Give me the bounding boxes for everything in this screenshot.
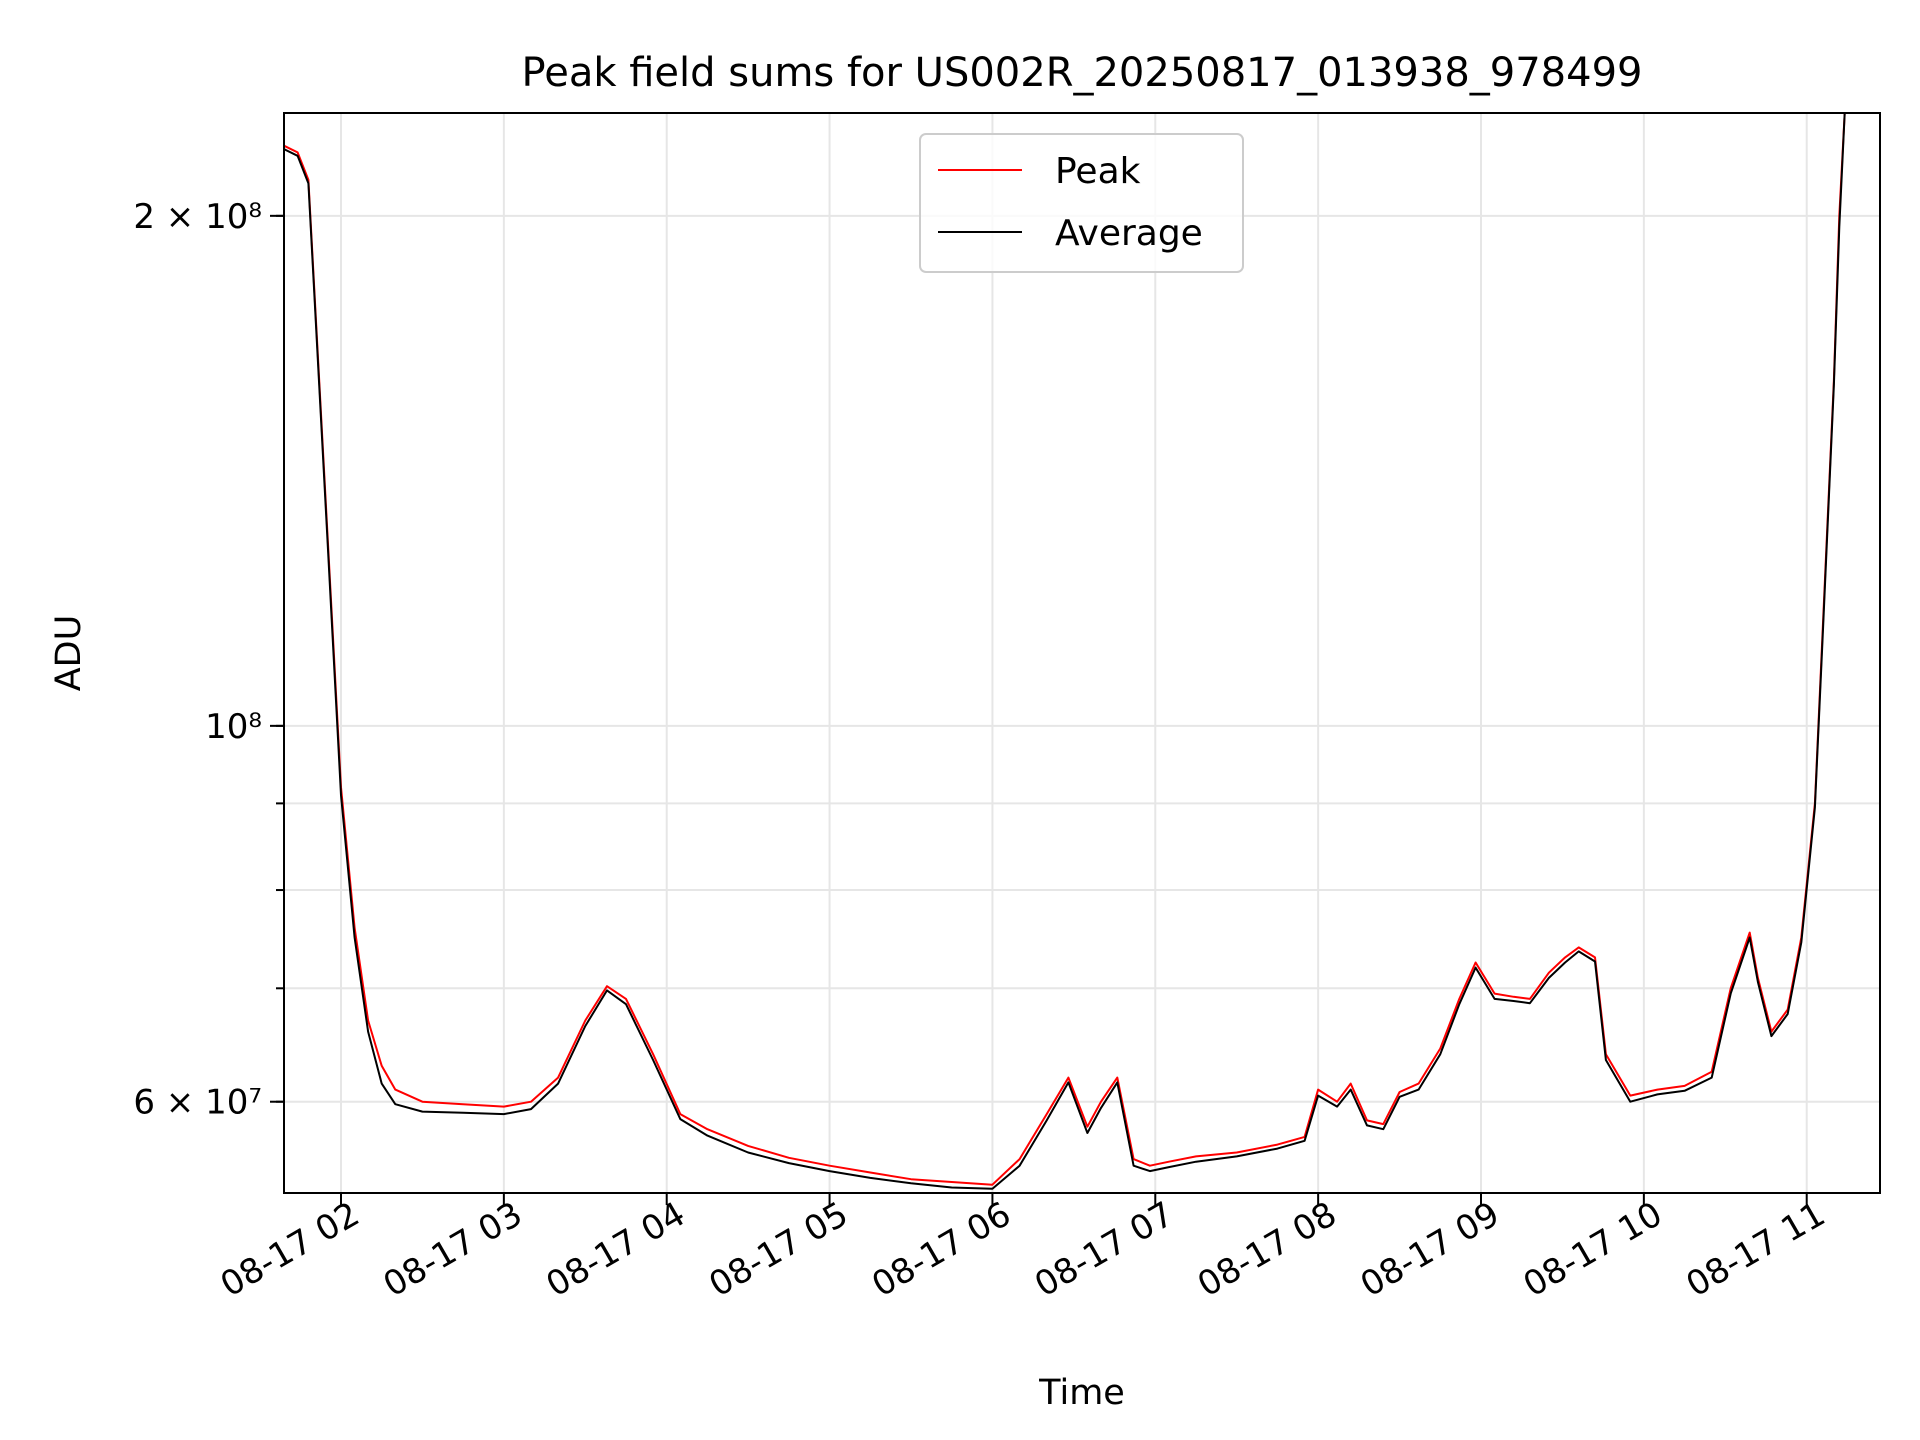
- x-tick-label: 08-17 10: [1517, 1194, 1669, 1305]
- y-axis-label: ADU: [49, 615, 89, 692]
- x-tick-label: 08-17 02: [214, 1194, 366, 1305]
- legend: Peak Average: [919, 133, 1244, 273]
- series-line-average: [284, 113, 1846, 1190]
- x-tick-label: 08-17 03: [377, 1194, 529, 1305]
- legend-box: [919, 133, 1244, 273]
- y-tick-label: 2 × 10⁸: [133, 197, 262, 237]
- x-tick-label: 08-17 08: [1191, 1194, 1343, 1305]
- grid-layer: [284, 113, 1880, 1193]
- x-tick-label: 08-17 06: [865, 1194, 1017, 1305]
- series-line-peak: [284, 113, 1846, 1186]
- x-axis-ticks: 08-17 02 08-17 03 08-17 04 08-17 05 08-17 06…: [214, 1193, 1832, 1305]
- plot-frame: [283, 112, 1881, 1194]
- y-axis-ticks: 6 × 10⁷ 10⁸ 2 × 10⁸: [133, 197, 284, 1123]
- x-tick-label: 08-17 05: [702, 1194, 854, 1305]
- x-tick-label: 08-17 09: [1354, 1194, 1506, 1305]
- y-tick-label: 10⁸: [205, 707, 262, 747]
- legend-label-average: Average: [1055, 213, 1203, 254]
- legend-label-peak: Peak: [1055, 151, 1141, 192]
- chart-title: Peak field sums for US002R_20250817_0139…: [522, 50, 1643, 96]
- x-tick-label: 08-17 11: [1680, 1194, 1832, 1305]
- x-tick-label: 08-17 04: [540, 1194, 692, 1305]
- y-tick-label: 6 × 10⁷: [133, 1083, 262, 1123]
- x-axis-label: Time: [1038, 1373, 1125, 1413]
- x-tick-label: 08-17 07: [1028, 1194, 1180, 1305]
- series-layer: [284, 113, 1846, 1190]
